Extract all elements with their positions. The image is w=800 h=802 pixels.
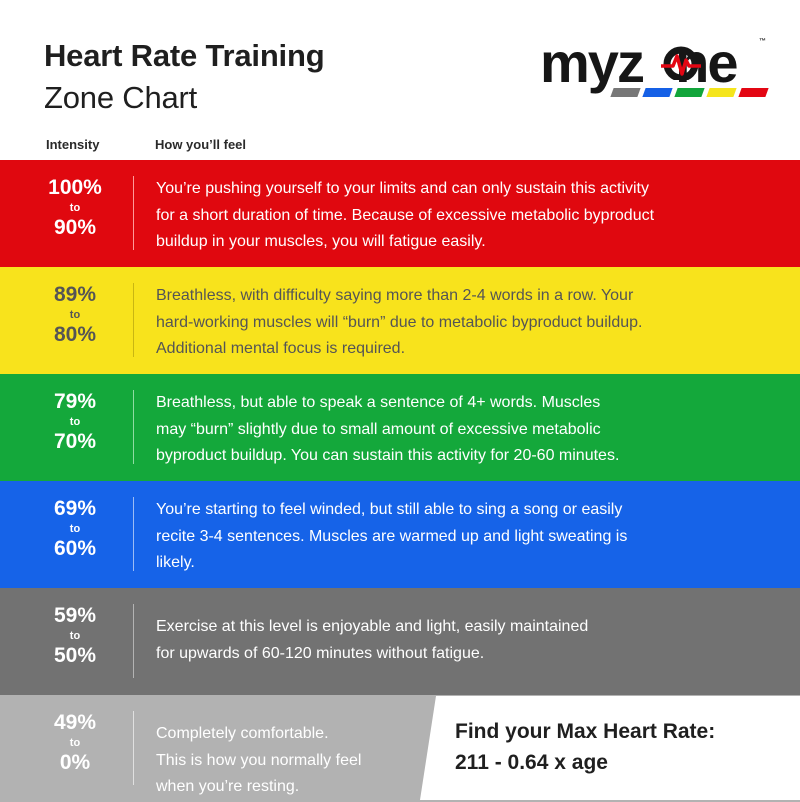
logo-bar <box>642 88 673 97</box>
page-subtitle: Zone Chart <box>44 80 198 115</box>
zone-intensity: 49% to 0% <box>0 709 150 777</box>
zone-row: 79% to 70% Breathless, but able to speak a … <box>0 374 800 481</box>
zone-upper-percent: 69% <box>53 497 97 520</box>
zone-lower-percent: 60% <box>53 537 97 560</box>
zone-upper-percent: 79% <box>53 390 97 413</box>
logo-wordmark: m y z o n e <box>540 31 739 94</box>
zone-lower-percent: 50% <box>53 644 97 667</box>
max-heart-rate-formula: 211 - 0.64 x age <box>455 751 608 774</box>
zone-row: 100% to 90% You’re pushing yourself to your… <box>0 160 800 267</box>
zone-lower-percent: 0% <box>59 751 91 774</box>
zone-description: Breathless, but able to speak a sentence… <box>156 394 620 464</box>
logo-letter-e: e <box>707 31 738 94</box>
zone-upper-percent: 100% <box>48 176 102 199</box>
zone-lower-percent: 90% <box>53 216 97 239</box>
zone-intensity: 100% to 90% <box>0 174 150 242</box>
zone-row: 59% to 50% Exercise at this level is enjoya… <box>0 588 800 695</box>
zone-divider <box>133 283 134 357</box>
zone-description: Exercise at this level is enjoyable and … <box>156 618 589 662</box>
logo-color-bars <box>610 88 769 97</box>
zone-to-label: to <box>69 416 81 428</box>
zone-divider <box>133 711 134 785</box>
logo-letter-z: z <box>616 31 645 94</box>
zone-upper-percent: 89% <box>53 283 97 306</box>
logo-letter-y: y <box>587 31 619 94</box>
zone-intensity: 69% to 60% <box>0 495 150 563</box>
logo-trademark: ™ <box>759 38 766 45</box>
zone-intensity: 79% to 70% <box>0 388 150 456</box>
zone-to-label: to <box>69 523 81 535</box>
zone-upper-percent: 49% <box>53 711 97 734</box>
zone-row: 69% to 60% You’re starting to feel winded, … <box>0 481 800 588</box>
zone-description: You’re pushing yourself to your limits a… <box>156 180 655 250</box>
zone-description: Completely comfortable. This is how you … <box>156 725 362 795</box>
zone-description: You’re starting to feel winded, but stil… <box>156 501 628 571</box>
heartbeat-pulse-icon <box>661 46 701 80</box>
zone-divider <box>133 604 134 678</box>
zone-to-label: to <box>69 737 81 749</box>
zone-intensity: 59% to 50% <box>0 602 150 670</box>
zone-lower-percent: 70% <box>53 430 97 453</box>
zone-upper-percent: 59% <box>53 604 97 627</box>
zone-intensity: 89% to 80% <box>0 281 150 349</box>
logo-bar <box>738 88 769 97</box>
logo-bar <box>706 88 737 97</box>
myzone-logo: m y z o n e ™ <box>540 32 770 102</box>
zone-description: Breathless, with difficulty saying more … <box>156 287 643 357</box>
feel-column-header: How you’ll feel <box>155 137 247 152</box>
zone-to-label: to <box>69 202 81 214</box>
intensity-column-header: Intensity <box>46 137 100 152</box>
logo-bar <box>674 88 705 97</box>
page-title: Heart Rate Training <box>44 38 325 73</box>
zone-divider <box>133 497 134 571</box>
max-heart-rate-title: Find your Max Heart Rate: <box>455 720 716 743</box>
zone-lower-percent: 80% <box>53 323 97 346</box>
max-heart-rate-panel <box>420 696 800 800</box>
zone-divider <box>133 390 134 464</box>
logo-bar <box>610 88 641 97</box>
zone-divider <box>133 176 134 250</box>
zone-row: 89% to 80% Breathless, with difficulty sayi… <box>0 267 800 374</box>
zone-to-label: to <box>69 630 81 642</box>
zone-to-label: to <box>69 309 81 321</box>
logo-letter-m: m <box>540 31 590 94</box>
